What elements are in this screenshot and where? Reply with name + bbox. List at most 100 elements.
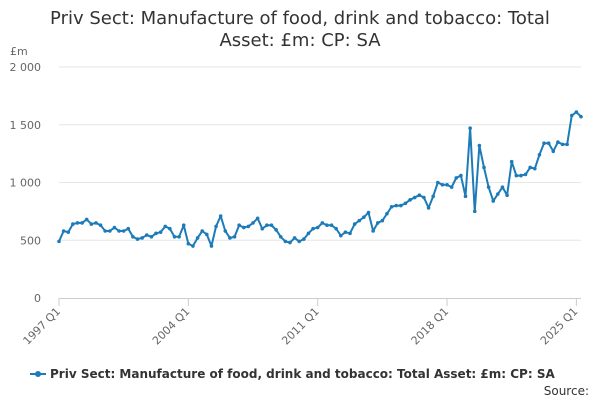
- data-point[interactable]: [288, 240, 292, 245]
- data-point[interactable]: [496, 192, 500, 196]
- data-point[interactable]: [352, 222, 357, 226]
- data-point[interactable]: [292, 236, 297, 240]
- data-point[interactable]: [255, 216, 260, 221]
- data-point[interactable]: [394, 203, 399, 208]
- data-point[interactable]: [269, 223, 274, 228]
- data-point[interactable]: [265, 223, 269, 228]
- data-point[interactable]: [486, 185, 491, 189]
- data-point[interactable]: [246, 224, 251, 229]
- data-point[interactable]: [260, 226, 265, 231]
- data-point[interactable]: [232, 234, 237, 239]
- data-point[interactable]: [546, 141, 551, 146]
- data-point[interactable]: [417, 193, 422, 198]
- data-point[interactable]: [315, 225, 320, 230]
- data-point[interactable]: [426, 206, 431, 210]
- data-point[interactable]: [302, 237, 306, 241]
- data-point[interactable]: [149, 234, 154, 239]
- data-point[interactable]: [172, 234, 177, 239]
- data-point[interactable]: [103, 229, 107, 233]
- data-point[interactable]: [574, 110, 579, 114]
- data-point[interactable]: [357, 218, 362, 223]
- data-point[interactable]: [144, 233, 149, 237]
- data-point[interactable]: [329, 223, 334, 228]
- data-point[interactable]: [551, 149, 556, 154]
- data-point[interactable]: [320, 221, 325, 225]
- data-point[interactable]: [306, 231, 311, 236]
- data-point[interactable]: [195, 236, 200, 240]
- data-point[interactable]: [237, 223, 241, 228]
- data-point[interactable]: [579, 114, 583, 119]
- data-point[interactable]: [519, 173, 523, 178]
- data-point[interactable]: [80, 221, 84, 225]
- data-point[interactable]: [186, 241, 191, 246]
- data-point[interactable]: [311, 226, 315, 231]
- data-point[interactable]: [560, 142, 565, 147]
- data-point[interactable]: [274, 228, 278, 232]
- data-point[interactable]: [435, 180, 440, 185]
- data-point[interactable]: [440, 183, 445, 187]
- data-point[interactable]: [126, 226, 131, 231]
- data-point[interactable]: [209, 244, 214, 248]
- data-point[interactable]: [177, 234, 181, 239]
- data-point[interactable]: [205, 232, 209, 237]
- data-point[interactable]: [431, 194, 435, 199]
- data-point[interactable]: [200, 229, 205, 233]
- data-point[interactable]: [385, 211, 389, 216]
- data-point[interactable]: [509, 159, 514, 164]
- data-point[interactable]: [362, 215, 366, 219]
- data-point[interactable]: [71, 222, 75, 226]
- data-point[interactable]: [482, 165, 486, 170]
- data-point[interactable]: [505, 193, 509, 198]
- data-point[interactable]: [241, 225, 246, 230]
- data-point[interactable]: [283, 239, 288, 244]
- data-point[interactable]: [66, 230, 71, 234]
- data-point[interactable]: [565, 142, 569, 147]
- data-point[interactable]: [218, 214, 223, 218]
- data-point[interactable]: [569, 113, 574, 118]
- data-point[interactable]: [135, 237, 140, 241]
- data-point[interactable]: [449, 185, 454, 189]
- data-point[interactable]: [408, 198, 412, 202]
- data-point[interactable]: [514, 173, 519, 178]
- data-point[interactable]: [223, 229, 228, 233]
- data-point[interactable]: [380, 218, 385, 223]
- data-point[interactable]: [163, 224, 168, 229]
- data-point[interactable]: [533, 166, 537, 171]
- data-point[interactable]: [389, 204, 394, 209]
- data-point[interactable]: [468, 126, 472, 131]
- data-point[interactable]: [371, 229, 375, 233]
- data-point[interactable]: [140, 236, 144, 240]
- data-point[interactable]: [528, 165, 532, 170]
- data-point[interactable]: [375, 221, 380, 225]
- data-point[interactable]: [334, 226, 338, 231]
- data-point[interactable]: [537, 152, 542, 157]
- data-point[interactable]: [228, 236, 232, 240]
- data-point[interactable]: [472, 209, 477, 214]
- data-point[interactable]: [403, 201, 408, 206]
- data-point[interactable]: [491, 199, 496, 203]
- data-point[interactable]: [112, 225, 117, 230]
- data-point[interactable]: [412, 195, 417, 200]
- data-point[interactable]: [366, 210, 371, 215]
- data-point[interactable]: [84, 217, 89, 222]
- data-point[interactable]: [297, 239, 302, 244]
- data-point[interactable]: [108, 229, 112, 233]
- data-point[interactable]: [61, 229, 66, 233]
- data-point[interactable]: [343, 230, 348, 234]
- data-point[interactable]: [348, 231, 352, 236]
- data-point[interactable]: [500, 185, 505, 189]
- data-point[interactable]: [445, 183, 449, 187]
- data-point[interactable]: [477, 143, 482, 148]
- data-point[interactable]: [131, 234, 135, 239]
- data-point[interactable]: [338, 233, 343, 238]
- data-point[interactable]: [214, 224, 218, 229]
- data-point[interactable]: [459, 173, 463, 178]
- data-point[interactable]: [181, 223, 186, 228]
- data-point[interactable]: [542, 141, 546, 146]
- data-point[interactable]: [556, 140, 560, 144]
- data-point[interactable]: [191, 244, 195, 248]
- data-point[interactable]: [121, 229, 126, 233]
- data-point[interactable]: [463, 194, 468, 199]
- data-point[interactable]: [75, 221, 80, 225]
- data-point[interactable]: [251, 221, 255, 225]
